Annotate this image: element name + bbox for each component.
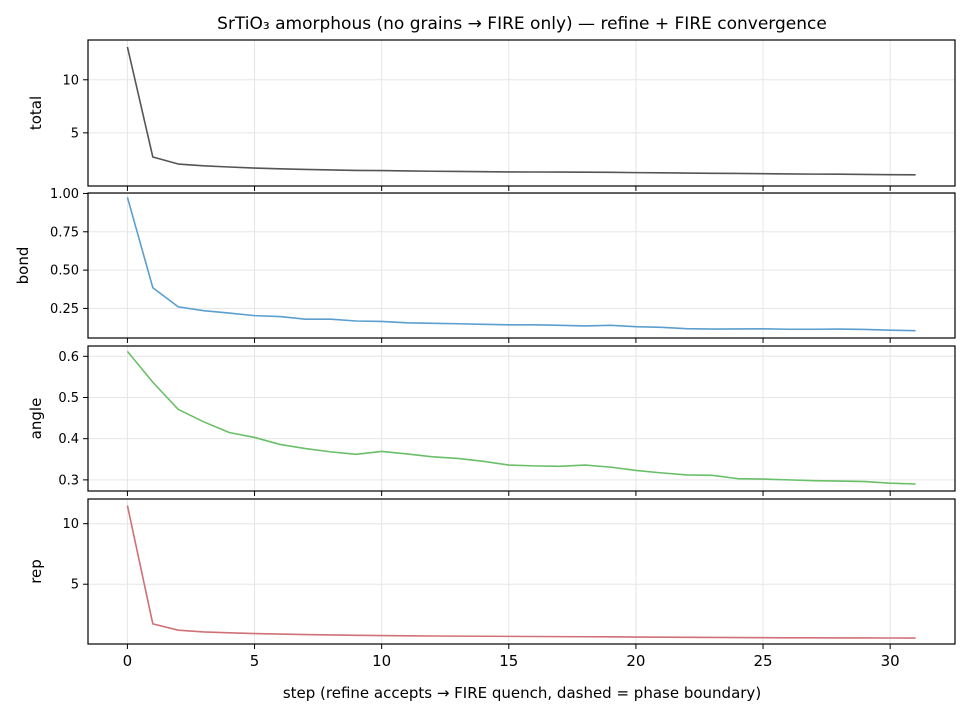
x-tick-label: 25: [753, 652, 772, 670]
chart-title: SrTiO₃ amorphous (no grains → FIRE only)…: [217, 14, 827, 34]
y-tick-label: 0.4: [58, 432, 79, 447]
x-tick-label: 15: [499, 652, 518, 670]
y-tick-label: 1.00: [50, 187, 79, 202]
x-tick-label: 20: [626, 652, 645, 670]
x-tick-label: 30: [881, 652, 900, 670]
y-tick-label: 5: [71, 126, 79, 141]
rep-series-line: [126, 505, 916, 639]
y-axis-label: angle: [27, 398, 45, 440]
y-tick-label: 0.25: [50, 302, 79, 317]
y-tick-label: 0.5: [58, 391, 79, 406]
panel-rep: 5 10 0 5 10 15 20 25 30 rep: [27, 498, 956, 670]
y-tick-label: 10: [62, 73, 79, 88]
axes-frame: [87, 498, 956, 645]
y-tick-label: 10: [62, 517, 79, 532]
axes-frame: [87, 192, 956, 339]
y-tick-label: 0.3: [58, 473, 79, 488]
axes-frame: [87, 39, 956, 187]
y-tick-label: 0.50: [50, 264, 79, 279]
y-axis-label: rep: [27, 559, 45, 584]
y-tick-label: 5: [71, 578, 79, 593]
total-series-line: [126, 46, 916, 176]
panel-angle: 0.3 0.4 0.5 0.6 angle: [27, 345, 956, 496]
panels: 5 10 total 0.25 0.50 0.75 1.00 bond 0.3 0.4 0.5 0.6…: [14, 39, 956, 670]
panel-bond: 0.25 0.50 0.75 1.00 bond: [14, 187, 956, 343]
x-tick-label: 0: [123, 652, 133, 670]
panel-total: 5 10 total: [27, 39, 956, 191]
bond-series-line: [126, 197, 916, 332]
x-axis-label: step (refine accepts → FIRE quench, dash…: [283, 684, 761, 702]
x-tick-label: 10: [372, 652, 391, 670]
y-axis-label: bond: [14, 247, 32, 285]
x-tick-label: 5: [250, 652, 260, 670]
y-tick-label: 0.6: [58, 350, 79, 365]
angle-series-line: [126, 350, 916, 485]
y-tick-label: 0.75: [50, 225, 79, 240]
y-axis-label: total: [27, 96, 45, 130]
axes-frame: [87, 345, 956, 492]
